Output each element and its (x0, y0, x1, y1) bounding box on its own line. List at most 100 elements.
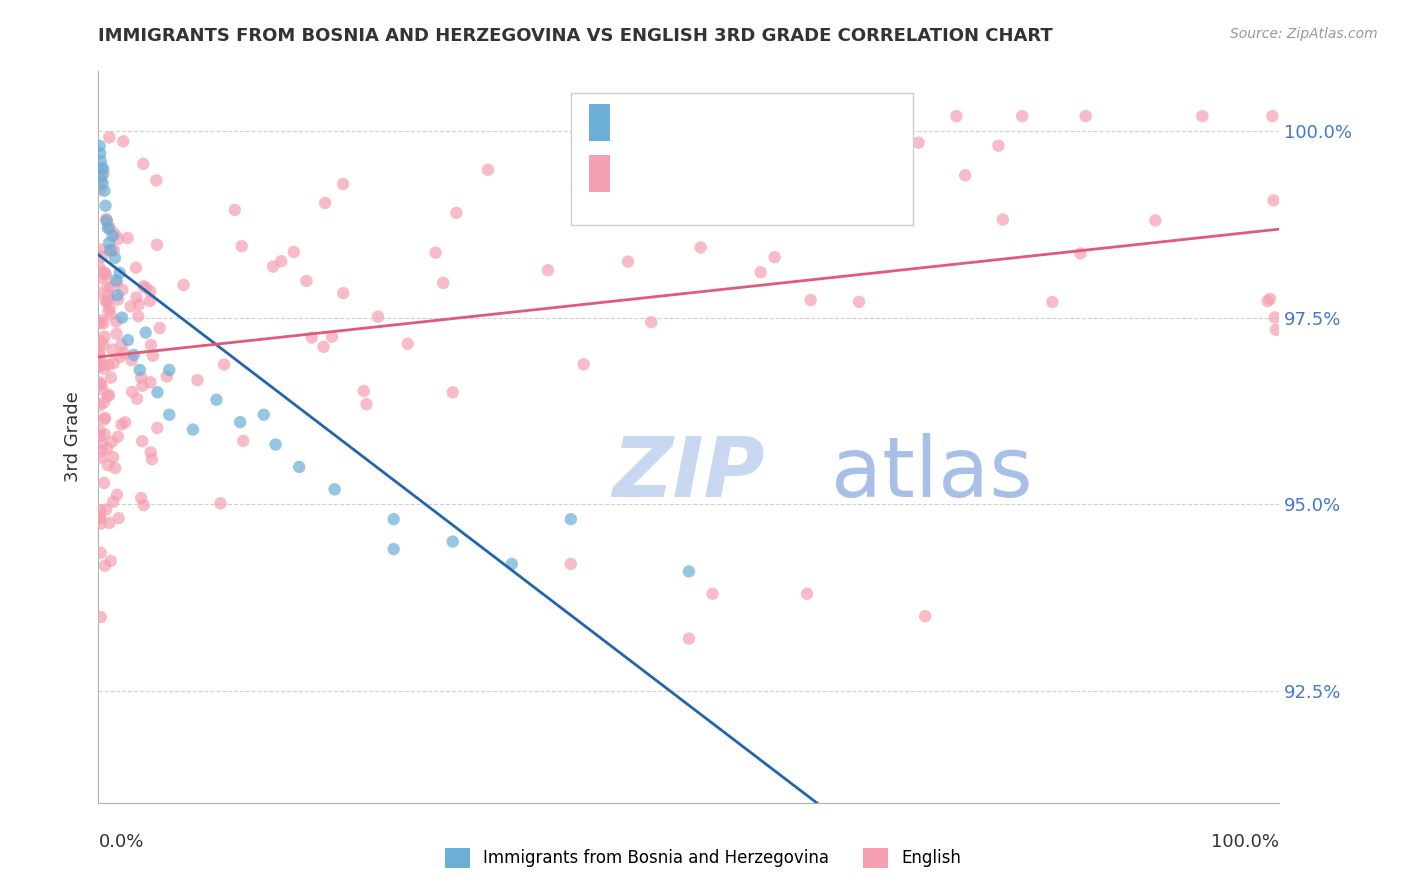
Point (90, 334, 112, 349)
Point (128, 297, 150, 311)
Point (89, 510, 111, 524)
Point (98, 222, 121, 236)
Point (441, 534, 464, 549)
Point (501, 557, 523, 571)
Point (103, 243, 125, 257)
Point (382, 512, 405, 526)
Point (94, 268, 117, 282)
Point (640, 315, 662, 329)
Point (181, 423, 204, 437)
Point (89, 423, 111, 437)
Text: ZIP: ZIP (613, 434, 765, 514)
Point (101, 434, 124, 449)
Text: N =: N = (759, 174, 800, 192)
Point (146, 385, 169, 400)
Point (90, 377, 112, 392)
Point (146, 237, 169, 252)
Point (1144, 213, 1167, 227)
Point (93, 329, 115, 343)
Point (90, 437, 112, 451)
Point (93, 316, 115, 330)
Point (1264, 323, 1286, 337)
Point (156, 369, 179, 384)
Point (1261, 109, 1284, 123)
Point (93, 412, 115, 426)
Point (848, 294, 870, 309)
Point (945, 109, 967, 123)
Point (98, 388, 121, 402)
Point (129, 370, 152, 384)
Point (1257, 294, 1279, 309)
Point (229, 415, 252, 429)
Text: N =: N = (759, 122, 800, 141)
Point (98, 301, 121, 315)
Point (127, 392, 149, 406)
Point (1191, 109, 1213, 123)
Text: R =: R = (619, 174, 657, 192)
Point (231, 239, 253, 253)
Point (94, 199, 117, 213)
Text: 0.407: 0.407 (689, 174, 740, 192)
Point (121, 384, 143, 399)
Point (314, 195, 336, 210)
Point (89, 429, 111, 443)
Point (186, 373, 208, 387)
Point (353, 384, 375, 398)
Point (110, 417, 132, 432)
Point (678, 632, 700, 646)
Point (98, 516, 121, 530)
Text: atlas: atlas (831, 434, 1032, 514)
Point (91, 250, 114, 264)
Point (94, 502, 117, 516)
Point (104, 227, 127, 241)
Point (97, 304, 120, 318)
Point (90, 516, 112, 531)
Point (749, 265, 772, 279)
Point (125, 290, 148, 304)
Point (262, 260, 284, 274)
Point (98, 219, 121, 234)
Point (953, 169, 976, 183)
Point (157, 363, 180, 377)
Point (537, 263, 560, 277)
Point (98, 280, 121, 294)
Point (112, 135, 135, 149)
Point (104, 461, 127, 475)
Point (90, 610, 112, 624)
Point (111, 310, 134, 325)
Point (91, 383, 114, 397)
Point (89, 398, 111, 412)
Point (212, 358, 235, 372)
Point (89, 376, 111, 390)
Point (987, 138, 1010, 153)
Point (107, 430, 129, 444)
Point (382, 542, 405, 557)
Point (91, 177, 114, 191)
Point (1040, 295, 1063, 310)
Point (96, 214, 118, 228)
Point (90, 357, 112, 371)
Point (572, 357, 595, 371)
Point (129, 491, 152, 505)
Point (1263, 194, 1285, 208)
Text: R =: R = (619, 122, 657, 141)
Point (117, 231, 139, 245)
Point (301, 330, 323, 344)
Point (108, 350, 131, 364)
Point (288, 459, 311, 474)
Point (356, 397, 378, 411)
Point (132, 279, 155, 293)
Point (105, 326, 128, 341)
Point (97, 221, 120, 235)
Point (96, 279, 118, 293)
Point (97, 292, 120, 306)
Point (321, 330, 343, 344)
Point (114, 415, 136, 429)
Point (146, 421, 169, 435)
Point (98, 235, 121, 250)
Point (332, 286, 354, 301)
Point (125, 260, 148, 275)
Point (792, 187, 814, 202)
Point (89, 286, 111, 301)
Point (127, 310, 149, 324)
